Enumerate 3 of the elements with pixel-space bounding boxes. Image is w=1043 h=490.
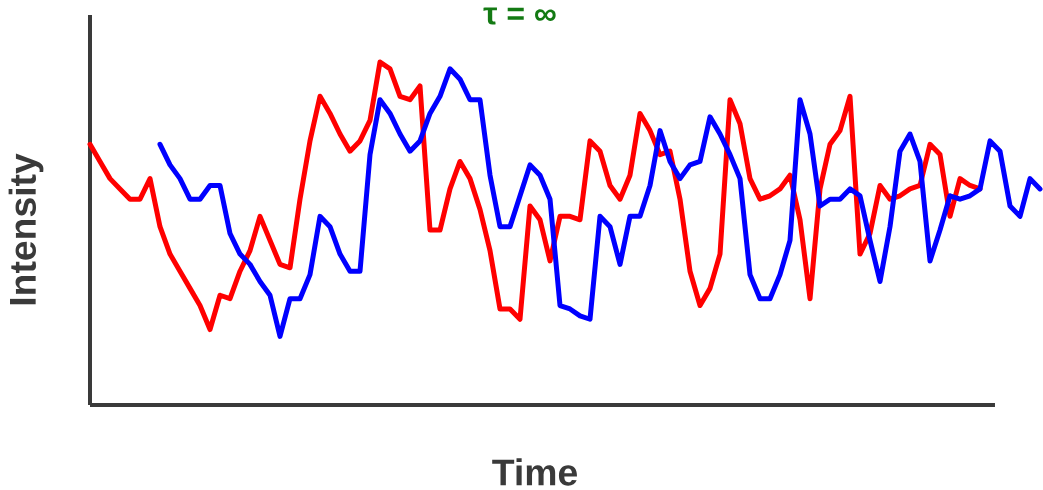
chart-title: τ = ∞ [483, 7, 556, 25]
y-axis-title: Intensity [8, 153, 44, 305]
x-axis-title: Time [492, 458, 577, 486]
